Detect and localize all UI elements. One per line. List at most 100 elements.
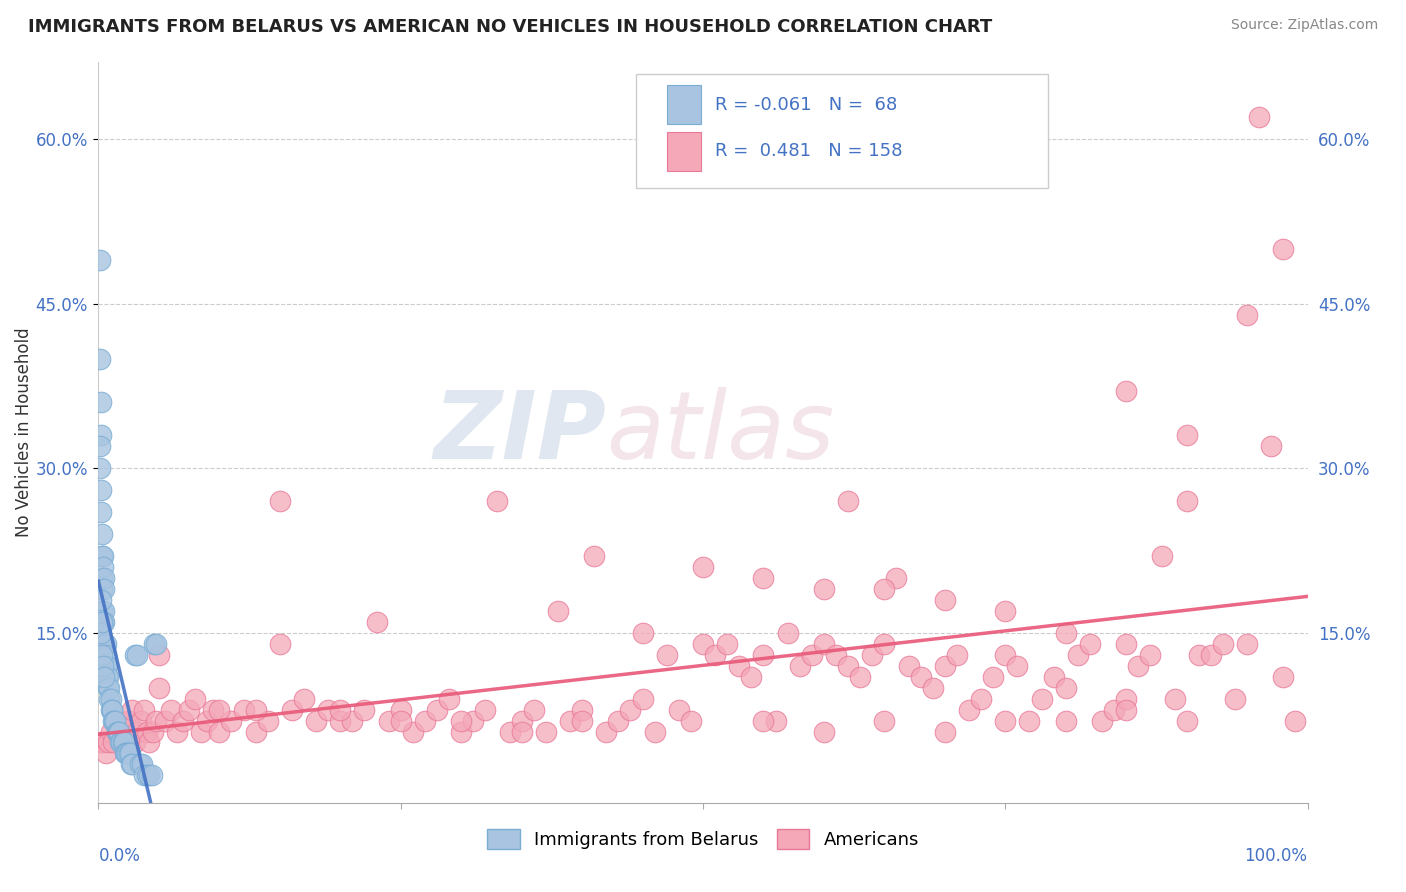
Point — [510, 724, 533, 739]
Point — [89, 439, 111, 453]
Point — [692, 637, 714, 651]
Point — [118, 714, 141, 728]
Point — [1175, 494, 1198, 508]
Point — [1260, 439, 1282, 453]
Point — [91, 549, 114, 563]
Point — [91, 637, 114, 651]
Point — [413, 714, 436, 728]
Point — [91, 527, 114, 541]
Point — [631, 625, 654, 640]
Point — [934, 658, 956, 673]
Point — [202, 702, 225, 716]
Point — [94, 747, 117, 761]
Point — [1115, 702, 1137, 716]
Point — [1236, 637, 1258, 651]
Point — [1139, 648, 1161, 662]
Point — [571, 714, 593, 728]
Point — [957, 702, 980, 716]
Point — [91, 560, 114, 574]
Point — [135, 724, 157, 739]
Point — [1212, 637, 1234, 651]
Text: ZIP: ZIP — [433, 386, 606, 479]
Point — [752, 648, 775, 662]
Point — [89, 351, 111, 366]
Point — [90, 625, 112, 640]
Point — [981, 670, 1004, 684]
Point — [208, 702, 231, 716]
Point — [740, 670, 762, 684]
Y-axis label: No Vehicles in Household: No Vehicles in Household — [15, 327, 34, 538]
Point — [752, 714, 775, 728]
Point — [970, 691, 993, 706]
Point — [523, 702, 546, 716]
Point — [1007, 658, 1029, 673]
Point — [668, 702, 690, 716]
Point — [1163, 691, 1185, 706]
Point — [789, 658, 811, 673]
Point — [91, 615, 114, 629]
Point — [534, 724, 557, 739]
Point — [110, 735, 132, 749]
Point — [90, 593, 112, 607]
Point — [389, 702, 412, 716]
Point — [946, 648, 969, 662]
Point — [1018, 714, 1040, 728]
Point — [704, 648, 727, 662]
Point — [134, 702, 156, 716]
Point — [837, 658, 859, 673]
Point — [97, 735, 120, 749]
Point — [93, 670, 115, 684]
Point — [342, 714, 364, 728]
Text: 100.0%: 100.0% — [1244, 847, 1308, 865]
Point — [138, 735, 160, 749]
Point — [245, 702, 267, 716]
Point — [1054, 714, 1077, 728]
Point — [101, 735, 124, 749]
Point — [305, 714, 328, 728]
Point — [97, 670, 120, 684]
Point — [124, 735, 146, 749]
Point — [813, 637, 835, 651]
Point — [114, 724, 136, 739]
Point — [166, 724, 188, 739]
Point — [994, 648, 1017, 662]
Point — [316, 702, 339, 716]
Point — [873, 714, 896, 728]
Point — [1067, 648, 1090, 662]
Point — [607, 714, 630, 728]
Point — [91, 658, 114, 673]
Point — [138, 768, 160, 782]
Point — [1078, 637, 1101, 651]
Point — [90, 505, 112, 519]
Point — [117, 747, 139, 761]
Point — [595, 724, 617, 739]
Point — [93, 604, 115, 618]
Point — [118, 747, 141, 761]
Point — [108, 714, 131, 728]
Point — [329, 702, 352, 716]
Point — [100, 702, 122, 716]
Point — [114, 747, 136, 761]
Point — [190, 724, 212, 739]
Point — [93, 615, 115, 629]
Point — [1272, 670, 1295, 684]
Point — [994, 604, 1017, 618]
Point — [100, 702, 122, 716]
Point — [281, 702, 304, 716]
Point — [108, 735, 131, 749]
Point — [160, 702, 183, 716]
Text: atlas: atlas — [606, 387, 835, 478]
Bar — [666, 132, 700, 171]
Point — [910, 670, 932, 684]
Point — [145, 637, 167, 651]
Point — [1128, 658, 1150, 673]
Point — [94, 648, 117, 662]
Point — [134, 768, 156, 782]
Point — [510, 714, 533, 728]
Point — [93, 637, 115, 651]
Point — [101, 714, 124, 728]
Point — [208, 724, 231, 739]
Point — [619, 702, 641, 716]
Point — [90, 483, 112, 498]
Point — [91, 582, 114, 596]
